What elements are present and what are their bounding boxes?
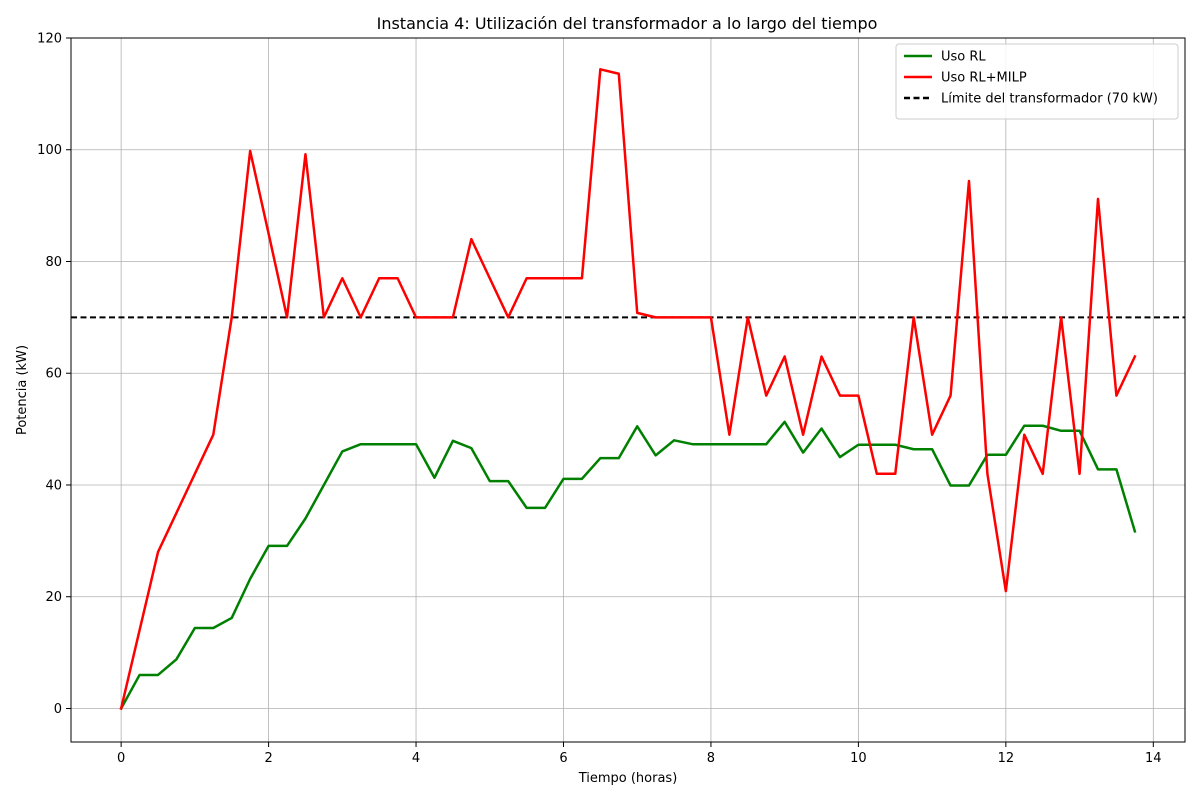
- x-tick-label: 2: [264, 751, 272, 766]
- legend-label: Uso RL+MILP: [941, 71, 1027, 86]
- y-tick-label: 100: [37, 143, 62, 158]
- y-tick-label: 120: [37, 32, 62, 47]
- x-tick-label: 10: [850, 751, 867, 766]
- series-line-0: [119, 420, 1137, 711]
- plot-frame: [70, 37, 1186, 743]
- y-axis: 0 20 40 60 80 100 120: [37, 32, 71, 717]
- x-tick-label: 12: [998, 751, 1015, 766]
- legend-box: [895, 43, 1179, 120]
- y-tick-label: 40: [45, 478, 62, 493]
- legend-label: Límite del transformador (70 kW): [941, 92, 1158, 107]
- x-axis: 0 2 4 6 8 10 12 14: [117, 742, 1162, 766]
- x-tick-label: 6: [559, 751, 567, 766]
- x-tick-label: 14: [1145, 751, 1162, 766]
- y-tick-label: 80: [45, 255, 62, 270]
- y-axis-label: Potencia (kW): [15, 345, 30, 435]
- grid: [71, 37, 1185, 742]
- legend-label: Uso RL: [941, 50, 986, 65]
- x-tick-label: 0: [117, 751, 125, 766]
- x-axis-label: Tiempo (horas): [578, 771, 678, 786]
- x-tick-label: 8: [707, 751, 715, 766]
- series-layer: [119, 68, 1137, 711]
- y-tick-label: 0: [54, 702, 62, 717]
- y-tick-label: 20: [45, 590, 62, 605]
- x-tick-label: 4: [412, 751, 420, 766]
- legend: Uso RL Uso RL+MILP Límite del transformado…: [895, 43, 1179, 120]
- chart-title: Instancia 4: Utilización del transformad…: [377, 14, 878, 33]
- series-line-1: [119, 68, 1137, 710]
- y-tick-label: 60: [45, 367, 62, 382]
